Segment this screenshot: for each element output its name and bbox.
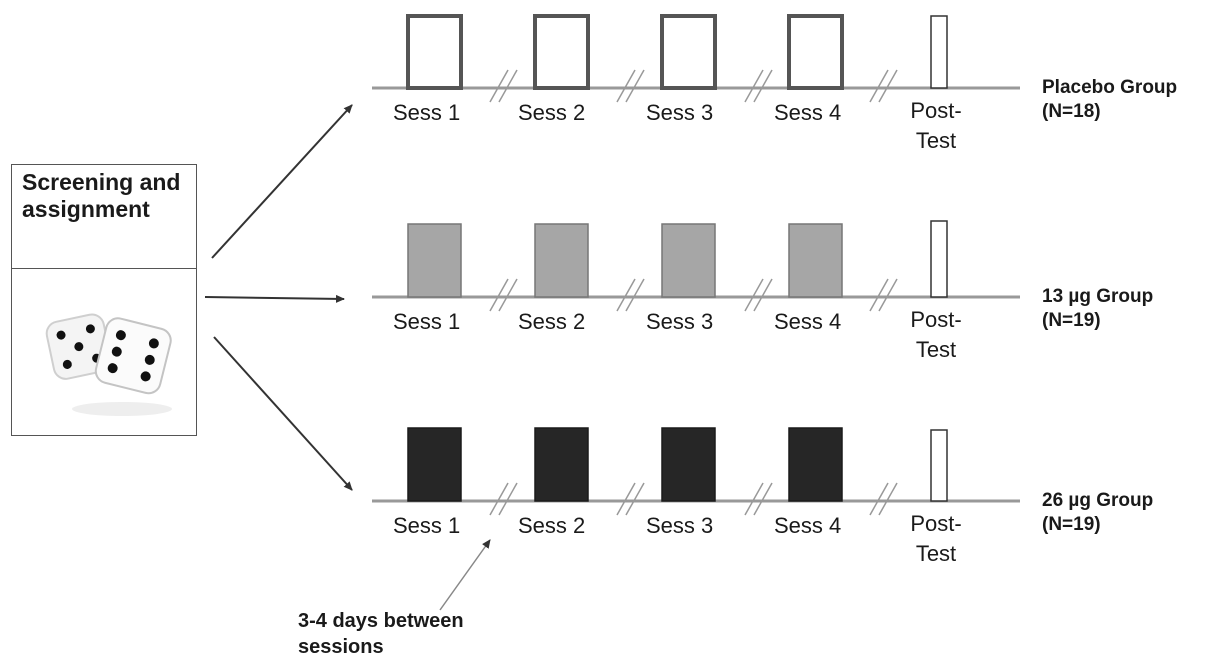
post-test-bar [930,220,948,298]
session-label: Sess 2 [518,100,586,125]
post-test-label: Post- Test [910,511,962,566]
break-mark [753,69,773,103]
session-bar [660,14,717,90]
post-test-label: Post- Test [910,98,962,153]
session-bar [407,427,462,502]
break-mark [616,69,636,103]
session-bar [534,223,589,298]
session-label: Sess 1 [393,309,461,334]
break-mark [489,69,509,103]
arrow-to-26ug [213,336,353,491]
break-mark [498,278,518,312]
session-label: Sess 1 [393,100,461,125]
break-mark [625,482,645,516]
break-mark [744,482,764,516]
arrow-to-13ug [204,294,345,303]
session-bar [661,223,716,298]
between-sessions-note: 3-4 days between sessions [298,610,464,658]
break-mark [744,278,764,312]
session-label: Sess 3 [646,513,714,538]
screening-box: Screening and assignment [11,164,197,269]
break-mark [625,278,645,312]
group-label: 13 µg Group (N=19) [1042,286,1154,331]
session-label: Sess 2 [518,309,586,334]
group-label: 26 µg Group (N=19) [1042,490,1154,535]
session-bar [788,223,843,298]
break-mark [616,482,636,516]
session-bar [534,427,589,502]
session-label: Sess 4 [774,100,842,125]
break-mark [744,69,764,103]
session-label: Sess 1 [393,513,461,538]
session-bar [407,223,462,298]
break-mark [869,482,889,516]
session-label: Sess 3 [646,100,714,125]
session-bar [787,14,844,90]
screening-label: Screening and assignment [22,169,181,222]
group-label: Placebo Group (N=18) [1042,77,1178,122]
break-mark [489,482,509,516]
break-mark [869,69,889,103]
session-label: Sess 4 [774,513,842,538]
session-label: Sess 3 [646,309,714,334]
break-mark [616,278,636,312]
break-mark [878,69,898,103]
break-mark [489,278,509,312]
break-mark [498,69,518,103]
session-label: Sess 4 [774,309,842,334]
session-bar [406,14,463,90]
break-mark [753,482,773,516]
post-test-bar [930,15,948,89]
dice-icon [45,313,172,416]
break-mark [753,278,773,312]
post-test-bar [930,429,948,502]
break-mark [869,278,889,312]
break-mark [498,482,518,516]
break-mark [878,482,898,516]
break-mark [625,69,645,103]
note-arrow [439,539,491,611]
post-test-label: Post- Test [910,307,962,362]
dice-image-box [11,268,197,436]
session-bar [788,427,843,502]
session-bar [533,14,590,90]
session-label: Sess 2 [518,513,586,538]
break-mark [878,278,898,312]
session-bar [661,427,716,502]
arrow-to-placebo [211,104,353,259]
